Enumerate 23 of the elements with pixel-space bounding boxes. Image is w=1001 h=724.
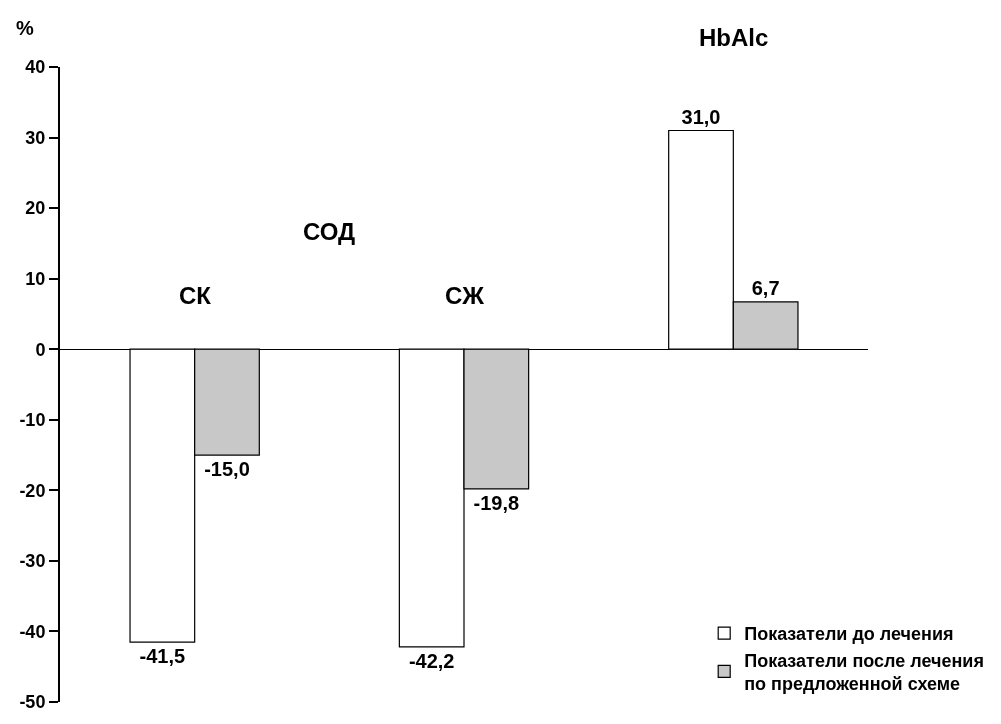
x-tick-label: СК [179, 282, 212, 309]
y-tick-label: -20 [19, 480, 46, 501]
x-tick-label: HbAlc [699, 24, 769, 51]
data-label: -41,5 [139, 645, 186, 668]
y-tick-label: 0 [35, 339, 46, 360]
data-label: -15,0 [204, 458, 250, 481]
y-tick-label: -50 [19, 692, 46, 713]
y-tick-label: 10 [25, 268, 46, 289]
data-label: -42,2 [408, 649, 455, 672]
annotation: СОД [303, 218, 356, 245]
legend-label: Показатели до лечения [744, 624, 954, 645]
y-tick-label: 40 [25, 57, 46, 78]
x-tick-label: СЖ [445, 282, 485, 309]
data-label: -19,8 [473, 491, 520, 514]
y-tick-label: 30 [25, 127, 46, 148]
y-tick-label: 20 [25, 198, 46, 219]
y-axis-title: % [16, 17, 34, 39]
legend-label: Показатели после лечения по предложенной схеме [744, 650, 984, 695]
data-label: 6,7 [751, 276, 780, 299]
data-label: 31,0 [681, 105, 721, 128]
y-tick-label: -10 [19, 410, 46, 431]
y-tick-label: -40 [19, 621, 46, 642]
y-tick-label: -30 [19, 551, 46, 572]
